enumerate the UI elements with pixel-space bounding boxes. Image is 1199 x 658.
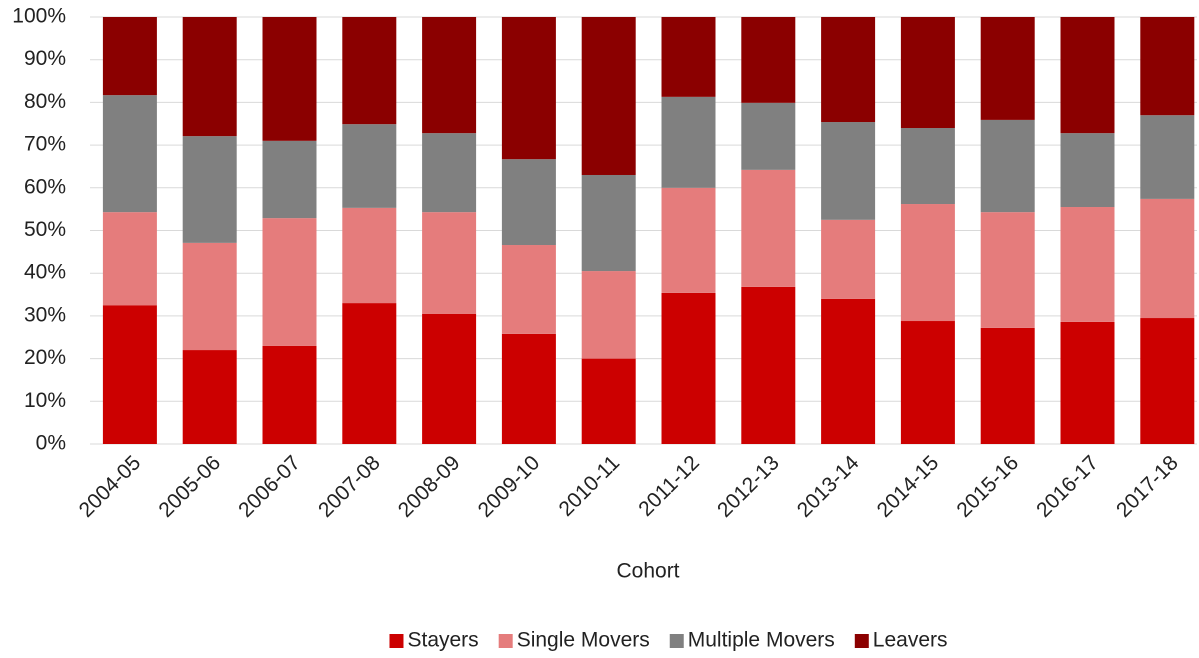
legend-swatch [498, 634, 513, 648]
bar-segment [581, 358, 636, 444]
bar-segment [1060, 17, 1115, 134]
bar-segment [501, 245, 556, 334]
bar-segment [342, 124, 397, 208]
legend-swatch [669, 634, 684, 648]
bar-segment [342, 303, 397, 444]
x-tick-label: 2010-11 [554, 451, 624, 521]
bar-segment [821, 122, 876, 220]
y-tick-label: 60% [24, 175, 66, 198]
bar-segment [262, 140, 317, 219]
bar-segment [182, 350, 237, 444]
x-axis-title: Cohort [616, 560, 679, 583]
bar-segment [980, 119, 1035, 213]
bar-segment [182, 242, 237, 351]
bar-segment [581, 271, 636, 359]
y-tick-label: 10% [24, 389, 66, 412]
x-tick-label: 2006-07 [234, 451, 305, 522]
bar-segment [102, 305, 157, 444]
bar-segment [262, 17, 317, 141]
bar-segment [581, 174, 636, 272]
bar-segment [102, 95, 157, 213]
bar-segment [1140, 318, 1195, 444]
bar-segment [980, 17, 1035, 120]
bar-segment [262, 218, 317, 346]
bar-segment [741, 102, 796, 170]
bar-segment [1140, 17, 1195, 116]
bar-segment [1060, 321, 1115, 444]
bar-segment [422, 17, 477, 134]
bar-segment [741, 17, 796, 103]
bar-segment [342, 17, 397, 125]
bar-segment [102, 17, 157, 96]
bar-segment [501, 159, 556, 246]
legend-label: Leavers [873, 629, 948, 652]
bar-segment [900, 17, 955, 129]
y-tick-label: 0% [36, 432, 66, 455]
bar-segment [980, 212, 1035, 328]
bar-segment [821, 298, 876, 444]
y-tick-label: 90% [24, 47, 66, 70]
bar-segment [501, 17, 556, 160]
x-tick-label: 2004-05 [75, 451, 146, 522]
legend-swatch [389, 634, 404, 648]
legend-label: Multiple Movers [688, 629, 835, 652]
bar-segment [581, 17, 636, 175]
bar-segment [661, 96, 716, 188]
bar-segment [1060, 133, 1115, 208]
bar-segment [342, 207, 397, 304]
y-tick-label: 70% [24, 133, 66, 156]
x-tick-label: 2013-14 [793, 451, 864, 522]
bar-segment [661, 17, 716, 97]
bar-segment [1140, 198, 1195, 319]
x-tick-label: 2016-17 [1032, 451, 1103, 522]
x-tick-label: 2012-13 [713, 451, 784, 522]
y-tick-label: 100% [12, 5, 66, 28]
bar-segment [900, 204, 955, 322]
bar-segment [741, 169, 796, 287]
bar-segment [102, 212, 157, 306]
bar-segment [741, 286, 796, 444]
bar-segment [262, 345, 317, 444]
y-tick-label: 40% [24, 261, 66, 284]
bar-segment [501, 333, 556, 444]
x-tick-label: 2015-16 [952, 451, 1023, 522]
bar-segment [980, 327, 1035, 444]
bar-segment [661, 187, 716, 293]
bar-segment [422, 133, 477, 213]
bar-segment [422, 212, 477, 314]
x-tick-label: 2014-15 [873, 451, 944, 522]
x-tick-label: 2008-09 [394, 451, 465, 522]
x-tick-label: 2005-06 [154, 451, 225, 522]
x-tick-label: 2017-18 [1112, 451, 1183, 522]
bar-segment [821, 17, 876, 123]
bar-segment [900, 128, 955, 205]
y-tick-label: 50% [24, 218, 66, 241]
y-tick-label: 80% [24, 90, 66, 113]
bar-segment [182, 17, 237, 137]
y-tick-label: 20% [24, 346, 66, 369]
x-tick-label: 2007-08 [314, 451, 385, 522]
legend: Stayers Single Movers Multiple Movers Leave… [389, 629, 948, 652]
bar-segment [661, 292, 716, 444]
bar-segment [182, 136, 237, 243]
legend-swatch [854, 634, 869, 648]
x-tick-label: 2009-10 [474, 451, 545, 522]
legend-label: Single Movers [517, 629, 650, 652]
bar-segment [900, 321, 955, 444]
bar-segment [821, 219, 876, 299]
bar-segment [1060, 207, 1115, 322]
legend-label: Stayers [407, 629, 478, 652]
x-tick-label: 2011-12 [634, 451, 704, 521]
bar-segment [1140, 115, 1195, 199]
bar-segment [422, 313, 477, 444]
y-tick-label: 30% [24, 303, 66, 326]
